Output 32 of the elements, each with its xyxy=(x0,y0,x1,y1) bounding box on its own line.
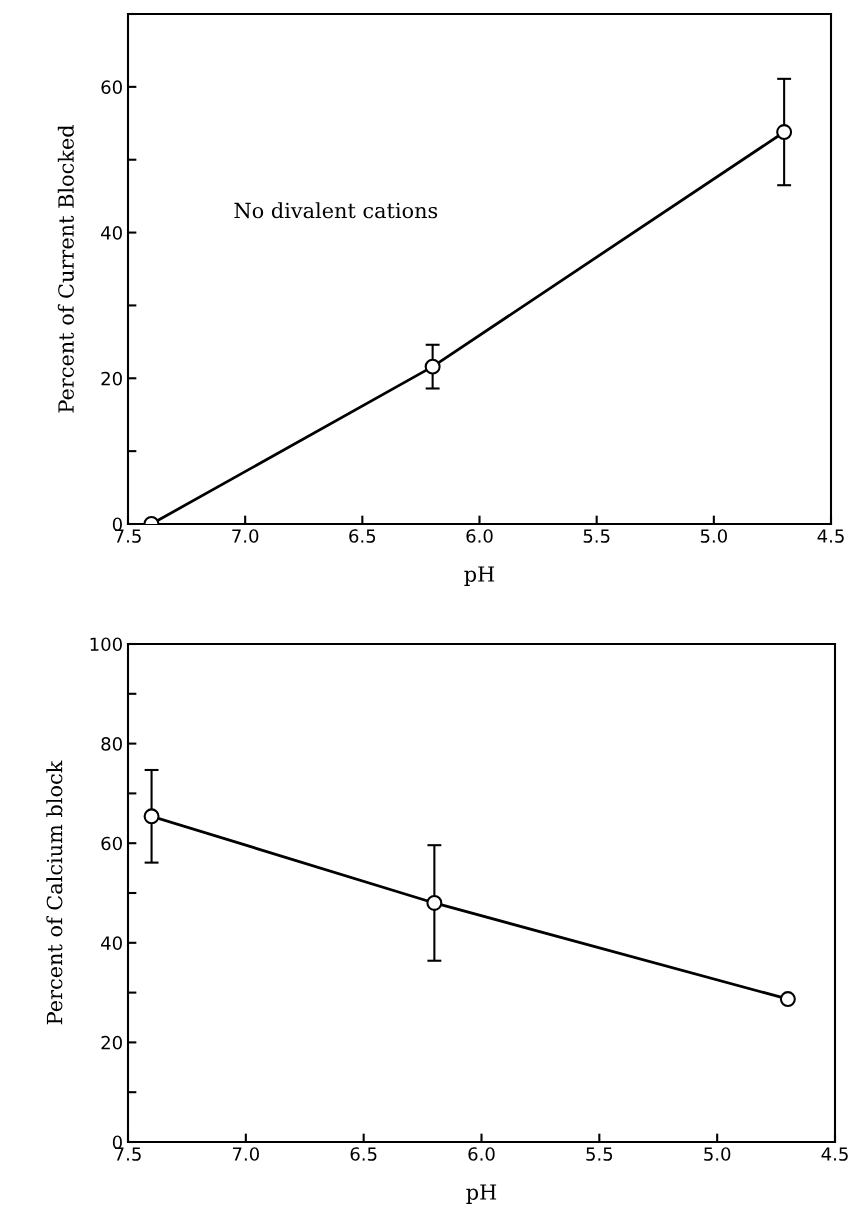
y-tick-label: 60 xyxy=(101,836,122,851)
point xyxy=(779,991,796,1008)
y-tick-label: 40 xyxy=(101,936,122,950)
x-axis-title: pH xyxy=(464,566,495,586)
x-tick-label: 7.5 xyxy=(115,529,141,543)
x-tick-label: 6.0 xyxy=(466,529,493,543)
y-tick-label: 60 xyxy=(101,80,122,94)
point xyxy=(776,124,793,141)
x-tick-label: 7.5 xyxy=(115,1147,141,1161)
y-tick-label: 80 xyxy=(101,737,122,751)
x-tick-label: 4.5 xyxy=(817,529,844,543)
x-tick-label: 6.5 xyxy=(350,1147,377,1161)
y-tick-label: 20 xyxy=(101,371,122,386)
point xyxy=(426,894,443,911)
point xyxy=(143,808,160,825)
x-tick-label: 5.5 xyxy=(583,529,610,543)
x-tick-label: 5.5 xyxy=(586,1147,613,1161)
annotation: No divalent cations xyxy=(234,202,438,219)
x-tick-label: 5.0 xyxy=(704,1147,731,1161)
x-tick-label: 7.0 xyxy=(232,529,259,543)
x-tick-label: 5.0 xyxy=(700,529,727,543)
y-tick-label: 20 xyxy=(101,1035,122,1050)
point xyxy=(424,358,441,375)
x-tick-label: 7.0 xyxy=(232,1147,259,1161)
y-tick-label: 100 xyxy=(90,637,122,652)
y-axis-title: Percent of Current Blocked xyxy=(57,125,74,413)
x-axis-title: pH xyxy=(466,1184,497,1204)
x-tick-label: 6.5 xyxy=(349,529,376,543)
x-tick-label: 6.0 xyxy=(468,1147,495,1161)
y-tick-label: 40 xyxy=(101,226,122,240)
x-tick-label: 4.5 xyxy=(821,1147,848,1161)
y-axis-title: Percent of Calcium block xyxy=(46,760,63,1025)
